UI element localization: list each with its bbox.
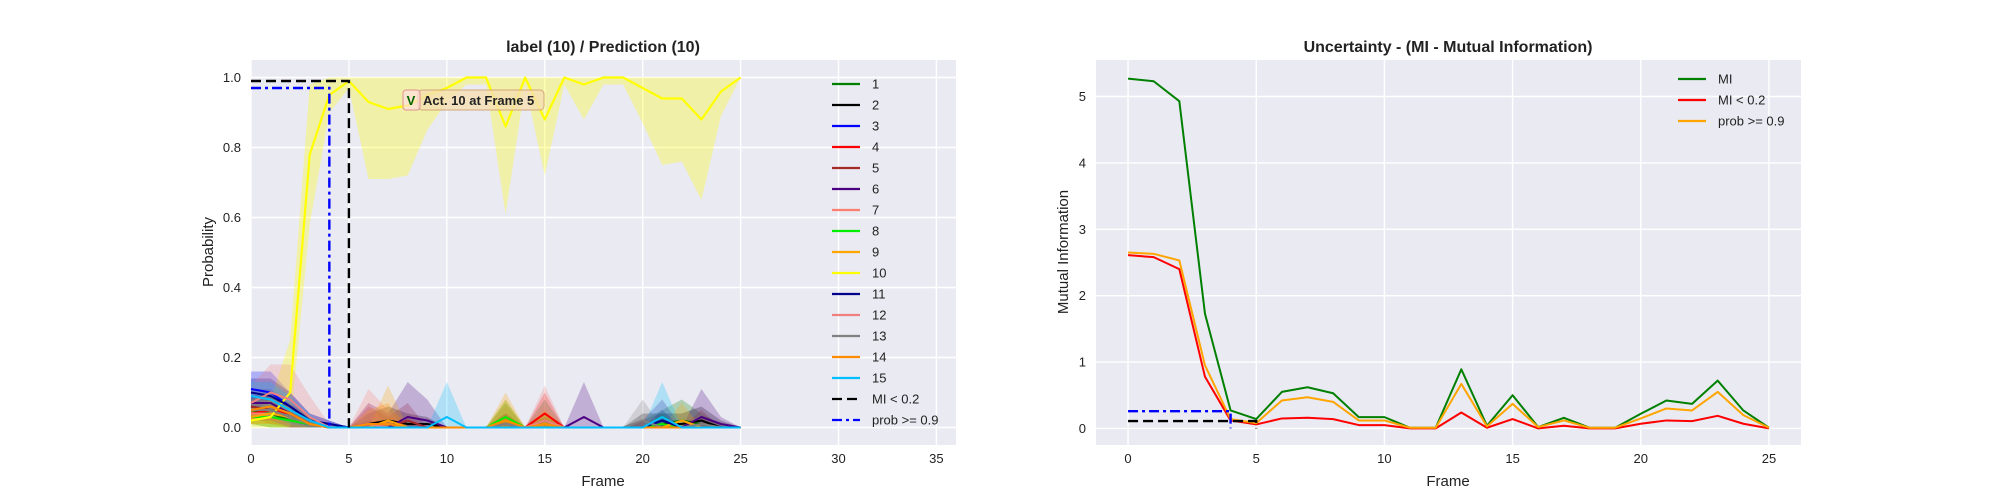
chart1-title: label (10) / Prediction (10) [506,39,700,56]
x-tick-label: 10 [1377,451,1391,466]
chart1-threshold-lines [251,79,351,428]
y-tick-label: 3 [1079,222,1086,237]
legend-label: 14 [872,350,886,365]
legend-label: 2 [872,98,879,113]
y-tick-label: 4 [1079,155,1086,170]
legend-label: 5 [872,161,879,176]
chart2-y-ticks: 0 1 2 3 4 5 [1079,89,1086,436]
band-series-12 [251,364,741,428]
y-tick-label: 2 [1079,288,1086,303]
chart2-threshold-lines [1128,409,1258,429]
y-tick-label: 1 [1079,355,1086,370]
legend-label: prob >= 0.9 [1718,114,1785,129]
threshold-line-0 [251,79,351,428]
chart1-x-label: Frame [581,473,624,490]
line-series-MI [1127,77,1770,429]
chart1-y-label: Probability [200,216,217,287]
legend-label: 7 [872,203,879,218]
y-tick-label: 1.0 [223,70,241,85]
y-tick-label: 0.8 [223,140,241,155]
y-tick-label: 0.2 [223,350,241,365]
threshold-line-1 [1128,409,1232,429]
x-tick-label: 20 [635,451,649,466]
x-tick-label: 0 [247,451,254,466]
legend-label: 8 [872,224,879,239]
x-tick-label: 35 [929,451,943,466]
y-tick-label: 5 [1079,89,1086,104]
legend-label: MI < 0.2 [1718,93,1765,108]
x-tick-label: 25 [733,451,747,466]
legend-label: 12 [872,308,886,323]
chart2-title: Uncertainty - (MI - Mutual Information) [1304,39,1593,56]
line-series-prob >= 0.9 [1127,251,1770,429]
x-tick-label: 15 [1505,451,1519,466]
x-tick-label: 5 [345,451,352,466]
x-tick-label: 15 [538,451,552,466]
chart2-x-label: Frame [1426,473,1469,490]
chart1-series-lines [250,76,742,429]
band-series-5 [251,396,741,428]
annotation-badge: V [407,93,416,108]
legend-label: 11 [872,287,886,302]
chart2-y-label: Mutual Information [1055,190,1072,314]
x-tick-label: 0 [1124,451,1131,466]
band-series-2 [251,396,741,428]
legend-label: 9 [872,245,879,260]
x-tick-label: 20 [1634,451,1648,466]
chart2-legend: MI MI < 0.2 prob >= 0.9 [1678,72,1785,129]
chart1-x-ticks: 0 5 10 15 20 25 30 35 [247,451,943,466]
y-tick-label: 0.6 [223,210,241,225]
annotation-badge-box [402,89,421,111]
legend-label: 4 [872,140,879,155]
mutual-information-chart: 0 5 10 15 20 25 0 1 2 3 4 5 Uncertainty - (MI - Mu… [1055,39,1801,490]
y-tick-label: 0.4 [223,280,241,295]
y-tick-label: 0.0 [223,420,241,435]
legend-label: 6 [872,182,879,197]
x-tick-label: 30 [831,451,845,466]
x-tick-label: 25 [1762,451,1776,466]
x-tick-label: 10 [440,451,454,466]
threshold-line-0 [1128,419,1258,429]
legend-label: prob >= 0.9 [872,413,939,428]
chart2-grid [1096,60,1801,445]
legend-label: 1 [872,77,879,92]
legend-label: 15 [872,371,886,386]
band-series-14 [251,392,741,428]
probability-chart: 0 5 10 15 20 25 30 35 0.00.20.40.60.81.0 label … [200,39,956,490]
legend-label: 3 [872,119,879,134]
annotation-text: Act. 10 at Frame 5 [423,93,534,108]
band-series-6 [251,382,741,428]
legend-label: MI < 0.2 [872,392,919,407]
legend-label: 10 [872,266,886,281]
band-series-10 [251,77,741,428]
chart1-y-ticks: 0.0 0.2 0.4 0.6 0.8 1.0 [223,70,241,435]
band-series-7 [251,389,741,428]
legend-label: MI [1718,72,1732,87]
line-series-15 [250,395,741,429]
threshold-line-1 [251,86,331,428]
y-tick-label: 0 [1079,421,1086,436]
legend-label: 13 [872,329,886,344]
chart2-plot-area [1096,60,1801,445]
chart2-x-ticks: 0 5 10 15 20 25 [1124,451,1776,466]
band-series-4 [251,392,741,428]
chart1-annotation: V Act. 10 at Frame 5 [402,89,545,111]
x-tick-label: 5 [1253,451,1260,466]
